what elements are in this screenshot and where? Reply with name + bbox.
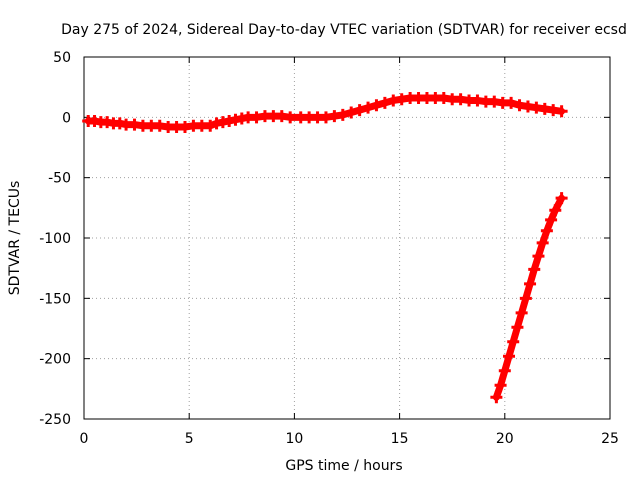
- data-points: [82, 92, 568, 404]
- data-point: [494, 379, 507, 392]
- data-point: [540, 224, 553, 237]
- y-tick-label: -150: [39, 291, 71, 307]
- y-tick-label: -50: [48, 171, 71, 187]
- y-tick-label: 0: [62, 110, 71, 126]
- data-point: [503, 350, 516, 363]
- x-tick-label: 20: [496, 431, 514, 447]
- series-line: [492, 194, 566, 401]
- data-point: [345, 106, 358, 119]
- x-tick-label: 25: [601, 431, 619, 447]
- data-point: [555, 192, 568, 205]
- data-point: [336, 108, 349, 121]
- axis-ticks: [83, 56, 611, 420]
- x-axis-label: GPS time / hours: [285, 458, 402, 474]
- data-point: [284, 111, 297, 124]
- x-tick-label: 15: [391, 431, 409, 447]
- data-point: [507, 335, 520, 348]
- y-tick-label: -100: [39, 231, 71, 247]
- data-point: [519, 292, 532, 305]
- y-axis-label: SDTVAR / TECUs: [7, 181, 23, 296]
- data-point: [536, 236, 549, 249]
- data-point: [545, 213, 558, 226]
- tick-labels: 0 5 10 15 20 25 50 0 -50 -100 -150 -200 -250: [39, 50, 619, 447]
- x-tick-label: 10: [285, 431, 303, 447]
- y-tick-label: 50: [53, 50, 71, 66]
- y-tick-label: -200: [39, 352, 71, 368]
- data-point: [555, 105, 568, 118]
- data-point: [370, 99, 383, 112]
- data-point: [532, 250, 545, 263]
- data-point: [515, 306, 528, 319]
- x-tick-label: 5: [185, 431, 194, 447]
- data-point: [204, 119, 217, 132]
- x-tick-label: 0: [80, 431, 89, 447]
- data-point: [528, 263, 541, 276]
- series-descending-track: [490, 192, 568, 404]
- data-point: [353, 104, 366, 117]
- data-point: [378, 96, 391, 109]
- series-main-track: [82, 92, 568, 133]
- data-point: [498, 364, 511, 377]
- chart-title: Day 275 of 2024, Sidereal Day-to-day VTE…: [61, 22, 627, 38]
- y-tick-label: -250: [39, 412, 71, 428]
- data-point: [524, 277, 537, 290]
- data-point: [511, 321, 524, 334]
- data-point: [362, 101, 375, 114]
- data-point: [505, 96, 518, 109]
- data-point: [490, 391, 503, 404]
- data-point: [549, 204, 562, 217]
